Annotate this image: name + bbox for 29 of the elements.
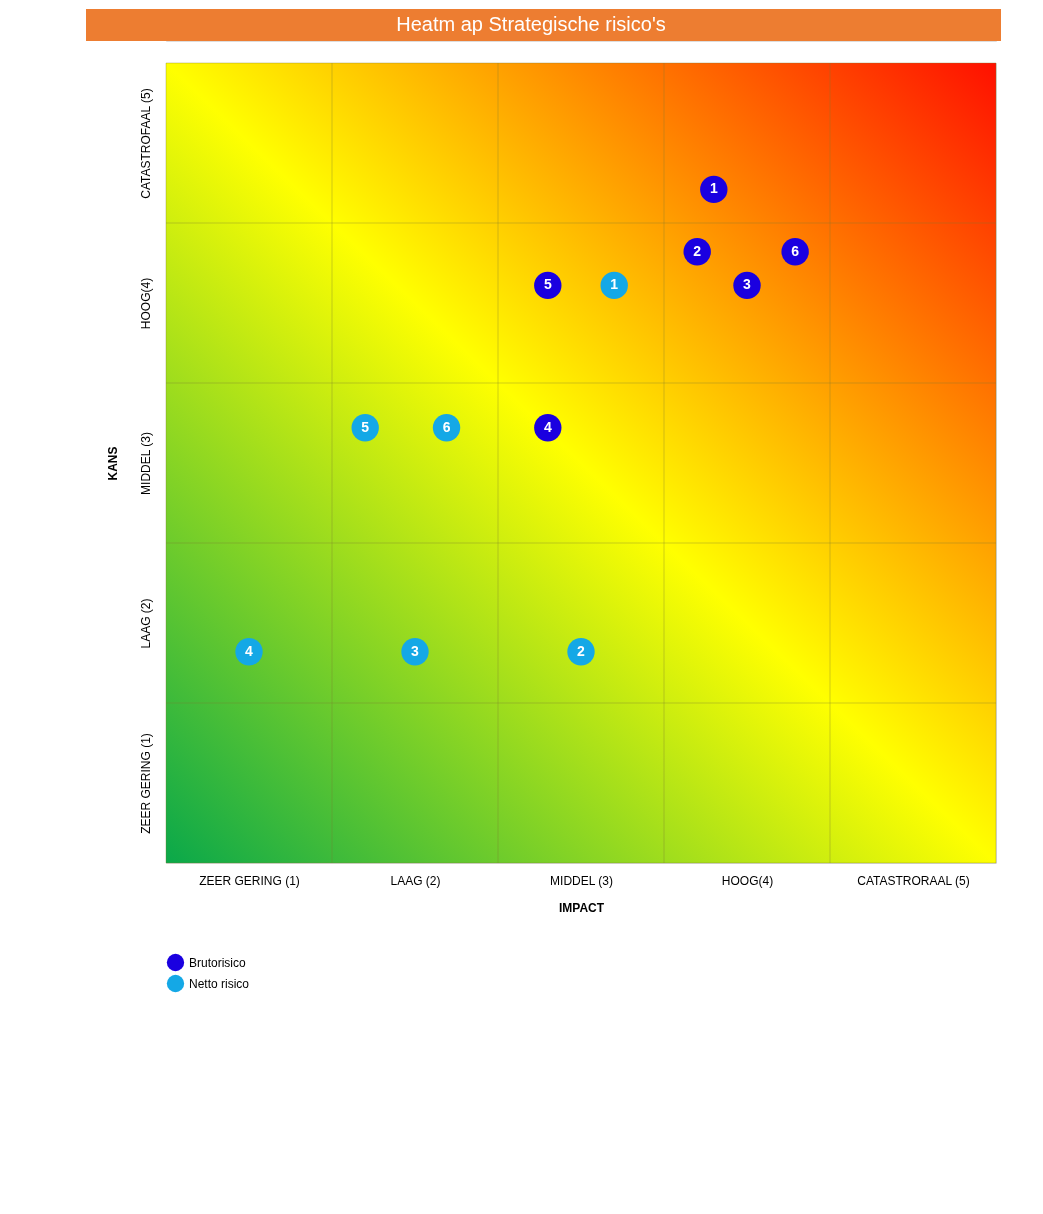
legend-label: Brutorisico <box>189 955 247 970</box>
annotation: 5 <box>361 418 370 435</box>
point <box>700 175 728 204</box>
legend-label: Netto risico <box>189 976 250 991</box>
annotation: 4 <box>543 418 552 435</box>
x-tick-label: LAAG (2) <box>390 873 441 888</box>
annotation: 1 <box>709 180 718 197</box>
point <box>733 271 761 300</box>
x-tick-label: MIDDEL (3) <box>550 873 613 888</box>
annotation: 6 <box>442 418 451 435</box>
annotation: 1 <box>610 276 619 293</box>
x-axis-title: IMPACT <box>558 900 605 915</box>
x-tick-label: CATASTRORAAL (5) <box>857 873 970 888</box>
point <box>600 271 628 300</box>
y-tick-label: MIDDEL (3) <box>138 432 153 495</box>
annotation: 3 <box>411 642 420 659</box>
annotation: 2 <box>693 242 702 259</box>
y-tick-label: HOOG(4) <box>138 277 153 330</box>
annotation: 5 <box>543 276 552 293</box>
x-tick-label: ZEER GERING (1) <box>199 873 300 888</box>
annotation: 3 <box>743 276 752 293</box>
annotation: 4 <box>245 642 254 659</box>
y-tick-label: CATASTROFAAL (5) <box>138 88 153 199</box>
chart-title: Heatm ap Strategische risico's <box>396 13 666 35</box>
y-axis-title: KANS <box>105 446 120 481</box>
annotation: 2 <box>577 642 586 659</box>
x-tick-label: HOOG(4) <box>721 873 774 888</box>
y-tick-label: LAAG (2) <box>138 598 153 649</box>
annotation: 6 <box>791 242 800 259</box>
